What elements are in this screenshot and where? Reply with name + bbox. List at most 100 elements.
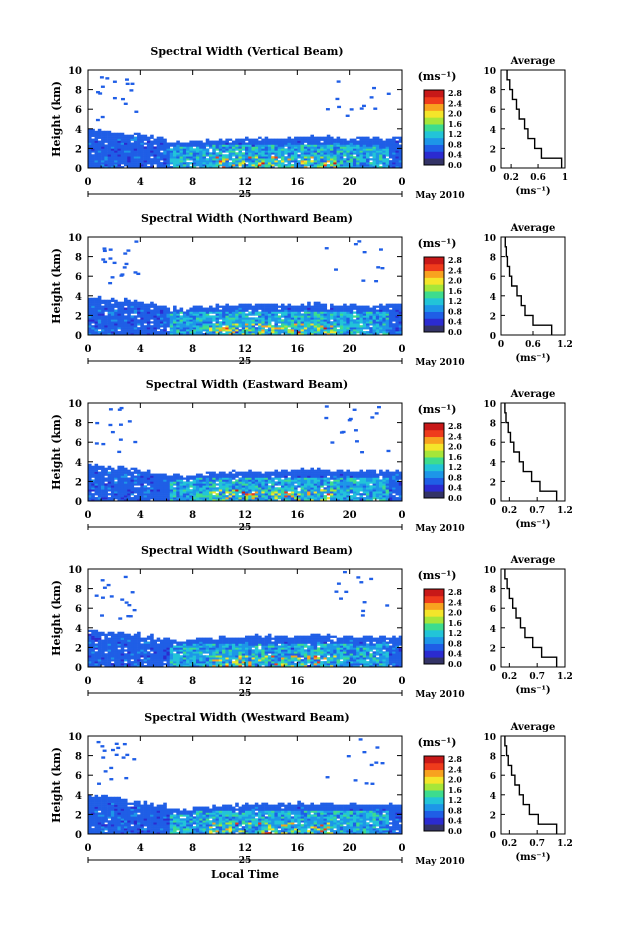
heatmap-cell — [101, 166, 105, 169]
heatmap-cell — [258, 142, 262, 145]
heatmap-cell — [294, 160, 298, 163]
heatmap-cell — [375, 144, 380, 147]
heatmap-cell — [280, 148, 285, 151]
heatmap-cell — [182, 144, 187, 147]
heatmap-cell — [326, 164, 331, 167]
heatmap-cell — [192, 319, 197, 322]
y-tick-label: 8 — [75, 419, 82, 430]
heatmap-cell — [153, 321, 157, 324]
heatmap-cell — [120, 319, 125, 322]
heatmap-cell — [212, 319, 216, 322]
heatmap-cell — [235, 499, 239, 502]
heatmap-cell — [205, 487, 210, 490]
heatmap-cell — [258, 150, 262, 153]
heatmap-cell — [248, 307, 252, 310]
heatmap-cell — [294, 325, 298, 328]
heatmap-cell — [88, 495, 92, 498]
heatmap-cell — [277, 493, 282, 496]
y-tick-label: 8 — [75, 86, 82, 97]
heatmap-cell — [176, 489, 180, 492]
heatmap-cell — [186, 315, 190, 318]
heatmap-cell — [123, 649, 128, 652]
heatmap-cell — [91, 333, 95, 336]
heatmap-cell — [330, 138, 334, 141]
heatmap-cell — [146, 140, 151, 143]
heatmap-cell — [169, 166, 174, 169]
heatmap-cell — [245, 487, 249, 490]
heatmap-cell — [228, 471, 233, 474]
heatmap-cell — [140, 323, 144, 326]
heatmap-cell — [388, 331, 393, 334]
heatmap-cell — [117, 641, 122, 644]
heatmap-cell — [339, 317, 344, 320]
upper-echo-cell — [360, 451, 365, 454]
heatmap-cell — [320, 156, 324, 159]
heatmap-cell — [307, 469, 311, 472]
heatmap-cell — [277, 154, 282, 157]
heatmap-cell — [222, 144, 226, 147]
heatmap-cell — [362, 497, 367, 500]
heatmap-cell — [395, 477, 400, 480]
heatmap-cell — [146, 313, 151, 316]
heatmap-cell — [156, 479, 161, 482]
heatmap-cell — [290, 307, 295, 310]
heatmap-cell — [330, 162, 334, 165]
heatmap-cell — [205, 475, 210, 478]
heatmap-cell — [114, 469, 118, 472]
heatmap-cell — [123, 158, 128, 161]
heatmap-cell — [163, 158, 167, 161]
heatmap-cell — [238, 152, 243, 155]
heatmap-cell — [156, 309, 161, 312]
heatmap-cell — [228, 138, 233, 141]
heatmap-cell — [133, 475, 138, 478]
heatmap-cell — [169, 497, 174, 500]
heatmap-cell — [385, 309, 390, 312]
heatmap-cell — [107, 319, 112, 322]
heatmap-cell — [195, 164, 200, 167]
heatmap-cell — [140, 150, 144, 153]
heatmap-cell — [258, 489, 262, 492]
heatmap-cell — [349, 148, 354, 151]
x-tick-label: 8 — [189, 177, 196, 188]
heatmap-cell — [267, 489, 272, 492]
heatmap-cell — [101, 315, 105, 318]
heatmap-cell — [110, 156, 115, 159]
heatmap-cell — [307, 142, 311, 145]
colorbar-tick-label: 2.8 — [448, 255, 462, 265]
upper-echo-cell — [108, 248, 113, 251]
heatmap-cell — [385, 493, 390, 496]
heatmap-cell — [248, 148, 252, 151]
heatmap-cell — [366, 323, 370, 326]
heatmap-cell — [153, 329, 157, 332]
colorbar-tick-label: 0.8 — [448, 139, 462, 149]
heatmap-cell — [336, 485, 341, 488]
heatmap-cell — [176, 331, 180, 334]
heatmap-cell — [91, 325, 95, 328]
heatmap-cell — [231, 305, 236, 308]
heatmap-cell — [267, 475, 272, 478]
heatmap-cell — [339, 477, 344, 480]
heatmap-cell — [88, 639, 92, 642]
heatmap-cell — [280, 144, 285, 147]
upper-echo-cell — [120, 273, 125, 276]
heatmap-cell — [356, 313, 360, 316]
heatmap-cell — [209, 323, 213, 326]
heatmap-cell — [146, 475, 151, 478]
heatmap-cell — [313, 307, 318, 310]
heatmap-cell — [245, 166, 249, 169]
heatmap-cell — [287, 146, 292, 149]
average-x-tick-label: 0.6 — [530, 173, 546, 183]
heatmap-cell — [261, 491, 265, 494]
heatmap-cell — [150, 489, 154, 492]
heatmap-cell — [251, 162, 256, 165]
heatmap-cell — [94, 136, 99, 139]
heatmap-cell — [137, 499, 141, 502]
heatmap-cell — [254, 475, 259, 478]
heatmap-cell — [336, 471, 341, 474]
heatmap-cell — [346, 487, 350, 490]
heatmap-cell — [254, 491, 259, 494]
heatmap-cell — [117, 154, 122, 157]
heatmap-cell — [212, 156, 216, 159]
heatmap-cell — [189, 489, 193, 492]
heatmap-cell — [271, 158, 275, 161]
